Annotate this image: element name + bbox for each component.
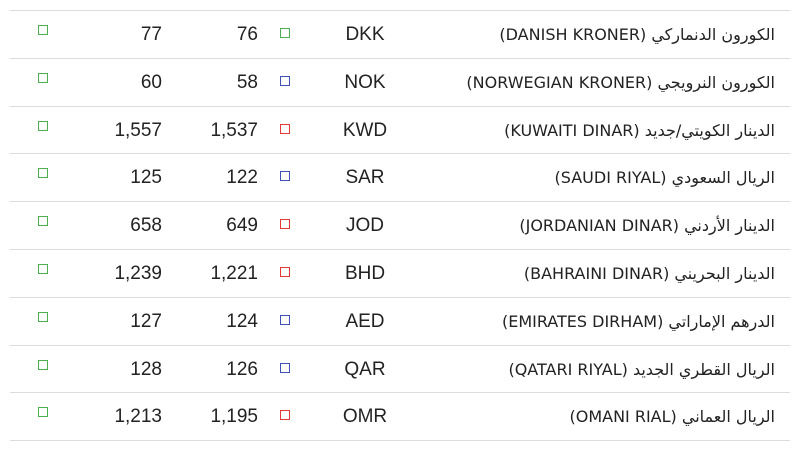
table-row: 60 58 NOK الكورون النرويجي (NORWEGIAN KRONE… [10, 57, 790, 106]
trend-icon [280, 28, 290, 38]
sell-price: 77 [140, 24, 162, 45]
sell-price: 60 [140, 71, 162, 93]
trend-icon [280, 219, 290, 230]
currency-code: BHD [344, 263, 386, 284]
table-row: 1,213 1,195 OMR الريال العماني (OMANI RIAL) [10, 392, 790, 440]
sell-price: 127 [130, 310, 162, 332]
trend-icon [280, 123, 290, 134]
buy-price: 124 [226, 310, 258, 332]
buy-price: 1,537 [210, 119, 258, 141]
table-row: 125 122 SAR الريال السعودي (SAUDI RIYAL) [10, 153, 790, 201]
currency-name: الدينار الأردني (JORDANIAN DINAR) [519, 216, 775, 236]
currency-name: الدرهم الإماراتي (EMIRATES DIRHAM) [501, 311, 775, 331]
table-row: 1,557 1,537 KWD الدينار الكويتي/جديد (KUWAI… [10, 105, 790, 154]
status-icon [38, 264, 48, 274]
buy-price: 76 [236, 24, 258, 45]
table-row: 128 126 QAR الريال القطري الجديد (QATARI RI… [10, 344, 790, 393]
status-icon [38, 120, 48, 131]
currency-name: الكورون الدنماركي (DANISH KRONER) [499, 25, 775, 44]
row-border [10, 440, 790, 441]
sell-price: 658 [130, 215, 162, 237]
sell-price: 1,239 [114, 263, 162, 284]
buy-price: 122 [226, 167, 258, 189]
buy-price: 58 [236, 71, 258, 93]
trend-icon [280, 75, 290, 86]
currency-name: الريال العماني (OMANI RIAL) [569, 407, 775, 427]
currency-name: الكورون النرويجي (NORWEGIAN KRONER) [466, 72, 775, 92]
trend-icon [280, 314, 290, 325]
currency-code: OMR [342, 406, 388, 428]
table-row: 127 124 AED الدرهم الإماراتي (EMIRATES DIRH… [10, 296, 790, 345]
table-row: 77 76 DKK الكورون الدنماركي (DANISH KRONER) [10, 10, 790, 58]
sell-price: 1,213 [114, 406, 162, 428]
currency-code: QAR [344, 358, 386, 380]
trend-icon [280, 410, 290, 421]
currency-name: الدينار الكويتي/جديد (KUWAITI DINAR) [504, 120, 775, 140]
status-icon [38, 168, 48, 179]
status-icon [38, 25, 48, 35]
currency-code: SAR [345, 167, 385, 189]
status-icon [38, 359, 48, 370]
buy-price: 1,195 [210, 406, 258, 428]
currency-code: DKK [345, 24, 385, 45]
currency-code: JOD [346, 215, 384, 237]
buy-price: 1,221 [210, 263, 258, 284]
sell-price: 1,557 [114, 119, 162, 141]
currency-code: AED [345, 310, 385, 332]
trend-icon [280, 362, 290, 373]
status-icon [38, 311, 48, 322]
table-row: 1,239 1,221 BHD الدينار البحريني (BAHRAINI … [10, 249, 790, 297]
currency-code: KWD [342, 119, 388, 141]
status-icon [38, 72, 48, 83]
table-row: 658 649 JOD الدينار الأردني (JORDANIAN DINA… [10, 201, 790, 249]
status-icon [38, 216, 48, 227]
sell-price: 125 [130, 167, 162, 189]
currency-name: الدينار البحريني (BAHRAINI DINAR) [523, 264, 775, 283]
currency-name: الريال القطري الجديد (QATARI RIYAL) [508, 359, 775, 379]
status-icon [38, 407, 48, 418]
trend-icon [280, 267, 290, 277]
trend-icon [280, 171, 290, 182]
buy-price: 649 [226, 215, 258, 237]
currency-name: الريال السعودي (SAUDI RIYAL) [554, 168, 775, 188]
sell-price: 128 [130, 358, 162, 380]
currency-code: NOK [344, 71, 386, 93]
buy-price: 126 [226, 358, 258, 380]
